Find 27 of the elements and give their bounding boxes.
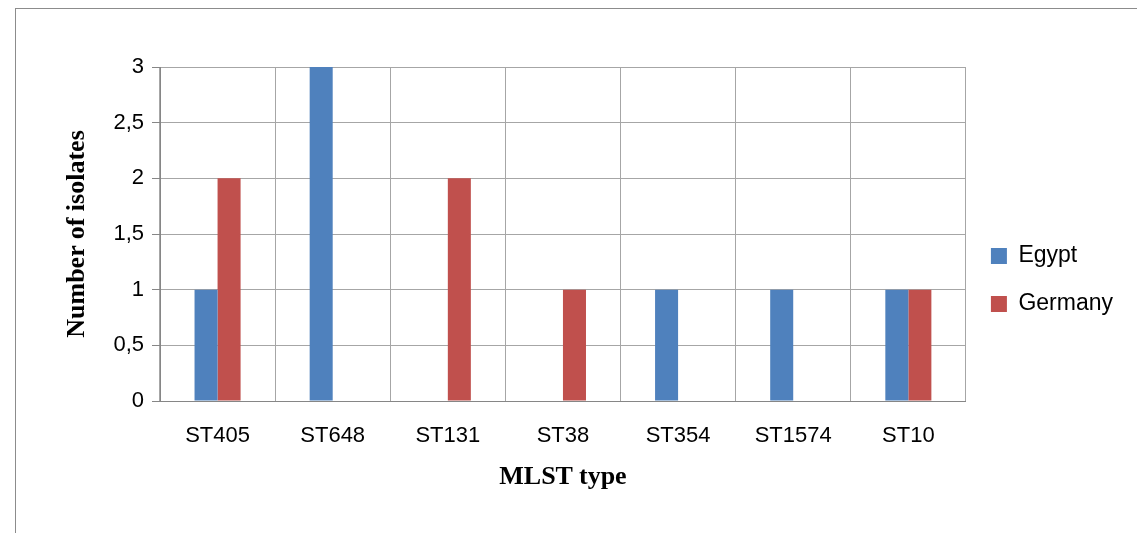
y-tick-label: 1,5 xyxy=(113,220,144,246)
y-tick-label: 0,5 xyxy=(113,331,144,357)
bar xyxy=(309,67,333,401)
y-tick-label: 2 xyxy=(131,164,144,190)
x-tick-label: ST131 xyxy=(415,422,481,448)
bar xyxy=(562,289,586,401)
y-axis-title: Number of isolates xyxy=(61,130,91,338)
legend-label: Egypt xyxy=(1018,241,1078,268)
bar xyxy=(885,289,909,401)
x-tick-label: ST1574 xyxy=(754,422,832,448)
y-tick-label: 0 xyxy=(131,387,144,413)
legend-label: Germany xyxy=(1018,289,1114,316)
x-tick-label: ST10 xyxy=(882,422,935,448)
bar xyxy=(770,289,794,401)
x-tick-label: ST405 xyxy=(185,422,250,448)
y-tick-label: 3 xyxy=(131,53,144,79)
bar xyxy=(194,289,218,401)
y-tick-label: 1 xyxy=(131,275,144,301)
x-axis-title: MLST type xyxy=(499,461,627,491)
bar xyxy=(655,289,679,401)
bar xyxy=(908,289,932,401)
x-tick-label: ST354 xyxy=(645,422,711,448)
bar xyxy=(217,178,241,401)
x-tick-label: ST648 xyxy=(300,422,366,448)
y-tick-label: 2,5 xyxy=(113,108,144,134)
bar xyxy=(447,178,471,401)
x-tick-label: ST38 xyxy=(536,422,590,448)
